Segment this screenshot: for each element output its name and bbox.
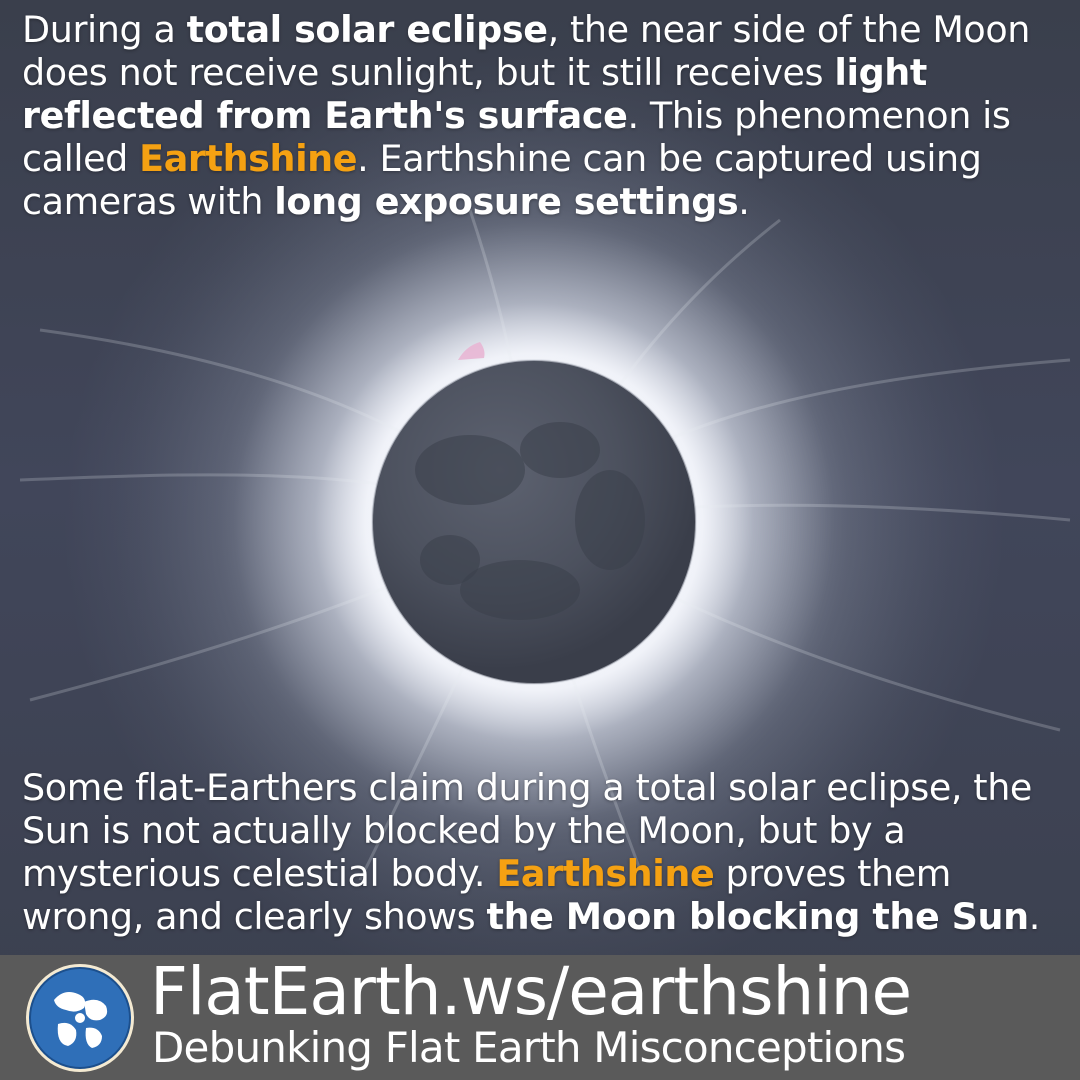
intro-text-3: . This phenomenon is called <box>22 94 1011 180</box>
intro-bold-reflected-light: light reflected from Earth's surface <box>22 51 927 137</box>
claim-text-3: . <box>1028 895 1041 938</box>
footer-bar <box>0 955 1080 1080</box>
intro-bold-total-solar-eclipse: total solar eclipse <box>186 8 548 51</box>
claim-paragraph: Some flat-Earthers claim during a total … <box>22 766 1062 938</box>
solar-prominence <box>458 342 485 360</box>
intro-bold-long-exposure: long exposure settings <box>274 180 739 223</box>
site-tagline: Debunking Flat Earth Misconceptions <box>152 1023 906 1072</box>
moon-disk <box>371 359 697 685</box>
claim-bold-moon-blocking-sun: the Moon blocking the Sun <box>486 895 1030 938</box>
claim-text-1: Some flat-Earthers claim during a total … <box>22 766 1032 895</box>
intro-text-5: . <box>738 180 750 223</box>
moon-maria <box>415 422 645 620</box>
intro-highlight-earthshine: Earthshine <box>139 137 358 180</box>
eclipse-image <box>19 102 1071 942</box>
site-url-link[interactable]: FlatEarth.ws/earthshine <box>150 953 912 1030</box>
claim-highlight-earthshine: Earthshine <box>496 852 715 895</box>
intro-text-4: . Earthshine can be captured using camer… <box>22 137 982 223</box>
intro-text-2: , the near side of the Moon does not rec… <box>22 8 1031 94</box>
intro-text-1: During a <box>22 8 187 51</box>
intro-paragraph: During a total solar eclipse, the near s… <box>22 8 1062 223</box>
claim-text-2: proves them wrong, and clearly shows <box>22 852 951 938</box>
globe-icon[interactable] <box>24 962 136 1074</box>
